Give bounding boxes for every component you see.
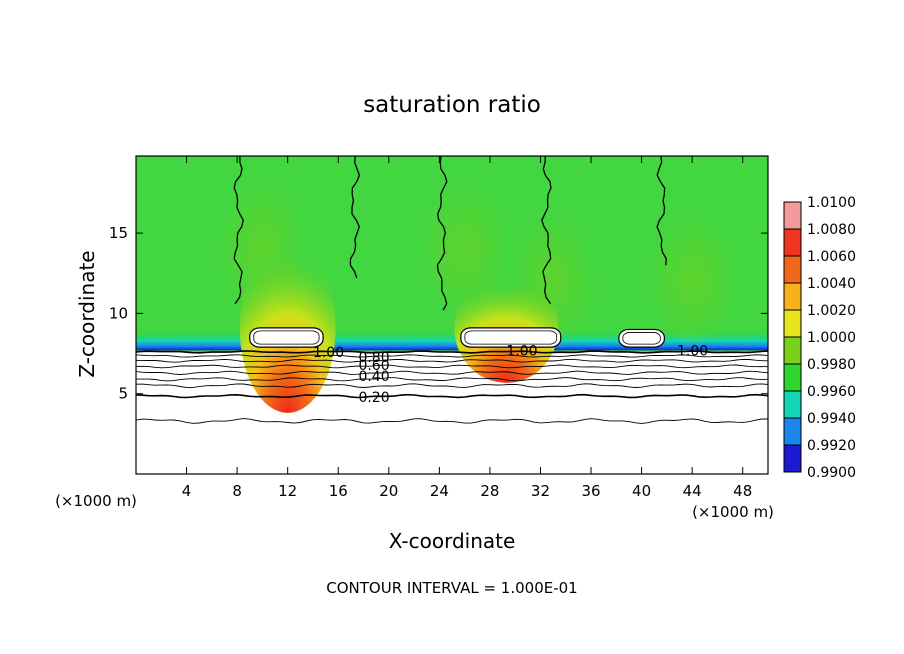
cloud-cell-inner-contour — [464, 330, 558, 345]
colorbar-segment — [784, 310, 801, 337]
contour-label: 0.80 — [358, 350, 389, 366]
x-tick-label: 28 — [480, 482, 499, 500]
contour-line — [136, 358, 768, 363]
x-tick-label: 8 — [232, 482, 242, 500]
x-tick-label: 20 — [379, 482, 398, 500]
colorbar-label: 1.0100 — [807, 195, 856, 211]
colorbar-segment — [784, 229, 801, 256]
x-tick-label: 32 — [531, 482, 550, 500]
colorbar-label: 0.9920 — [807, 438, 856, 454]
contour-line — [136, 393, 768, 399]
contour-label: 1.00 — [313, 345, 344, 361]
colorbar-segment — [784, 256, 801, 283]
x-axis: 4 8 12 16 20 24 28 32 36 40 44 48 — [182, 156, 752, 500]
colorbar-label: 0.9960 — [807, 384, 856, 400]
colorbar-segment — [784, 445, 801, 472]
y-axis-label: Z-coordinate — [75, 250, 99, 377]
x-tick-label: 44 — [683, 482, 702, 500]
x-tick-label: 12 — [278, 482, 297, 500]
cloud-cell-inner-contour — [253, 330, 320, 345]
colorbar-segment — [784, 337, 801, 364]
saturation-isoline — [656, 156, 667, 266]
contour-interval-note: CONTOUR INTERVAL = 1.000E-01 — [326, 579, 577, 597]
contour-line — [136, 364, 768, 369]
x-tick-label: 4 — [182, 482, 192, 500]
plot-frame — [135, 155, 769, 475]
cloud-cell — [249, 327, 324, 348]
contour-line — [136, 377, 768, 382]
colorbar-label: 1.0060 — [807, 249, 856, 265]
contour-label: 1.00 — [506, 343, 537, 359]
contour-label: 0.40 — [358, 369, 389, 385]
plot-area — [136, 156, 768, 474]
x-tick-label: 40 — [632, 482, 651, 500]
saturation-isoline — [233, 156, 244, 305]
colorbar-segment — [784, 364, 801, 391]
contour-labels: 1.00 0.800.600.40 0.20 1.00 1.00 — [313, 343, 708, 406]
colorbar-segment — [784, 391, 801, 418]
contour-line — [136, 350, 768, 354]
colorbar-segment — [784, 202, 801, 229]
y-tick-label: 5 — [118, 385, 128, 403]
colorbar-label: 1.0080 — [807, 222, 856, 238]
saturation-isoline — [349, 156, 361, 279]
y-axis: 5 10 15 — [109, 224, 768, 403]
supersaturated-glow — [647, 211, 738, 352]
x-unit-right: (×1000 m) — [692, 503, 774, 521]
saturation-isoline — [541, 156, 552, 305]
x-unit-left: (×1000 m) — [55, 492, 137, 510]
cloud-cell — [460, 327, 562, 348]
colorbar-label: 0.9940 — [807, 411, 856, 427]
y-tick-label: 10 — [109, 304, 128, 322]
chart-title: saturation ratio — [363, 92, 541, 118]
colorbar-label: 0.9980 — [807, 357, 856, 373]
cloud-cell — [618, 328, 665, 348]
x-tick-label: 24 — [430, 482, 449, 500]
x-tick-label: 48 — [733, 482, 752, 500]
contour-line — [136, 418, 768, 424]
x-axis-label: X-coordinate — [389, 529, 516, 553]
contour-line — [136, 370, 768, 375]
colorbar-label: 1.0040 — [807, 276, 856, 292]
saturation-isoline — [436, 156, 448, 311]
colorbar: 1.0100 1.0080 1.0060 1.0040 1.0020 1.0000 0.99… — [783, 195, 856, 481]
contour-line — [136, 354, 768, 358]
colorbar-segment — [784, 418, 801, 445]
contour-label: 1.00 — [677, 343, 708, 359]
contour-label: 0.20 — [358, 390, 389, 406]
colorbar-label: 1.0020 — [807, 303, 856, 319]
colorbar-label: 1.0000 — [807, 330, 856, 346]
cloud-cell-inner-contour — [622, 332, 661, 345]
x-tick-label: 36 — [581, 482, 600, 500]
colorbar-label: 0.9900 — [807, 465, 856, 481]
y-tick-label: 15 — [109, 224, 128, 242]
colorbar-segment — [784, 283, 801, 310]
contour-line — [136, 383, 768, 388]
contour-label: 0.60 — [358, 358, 389, 374]
x-tick-label: 16 — [329, 482, 348, 500]
